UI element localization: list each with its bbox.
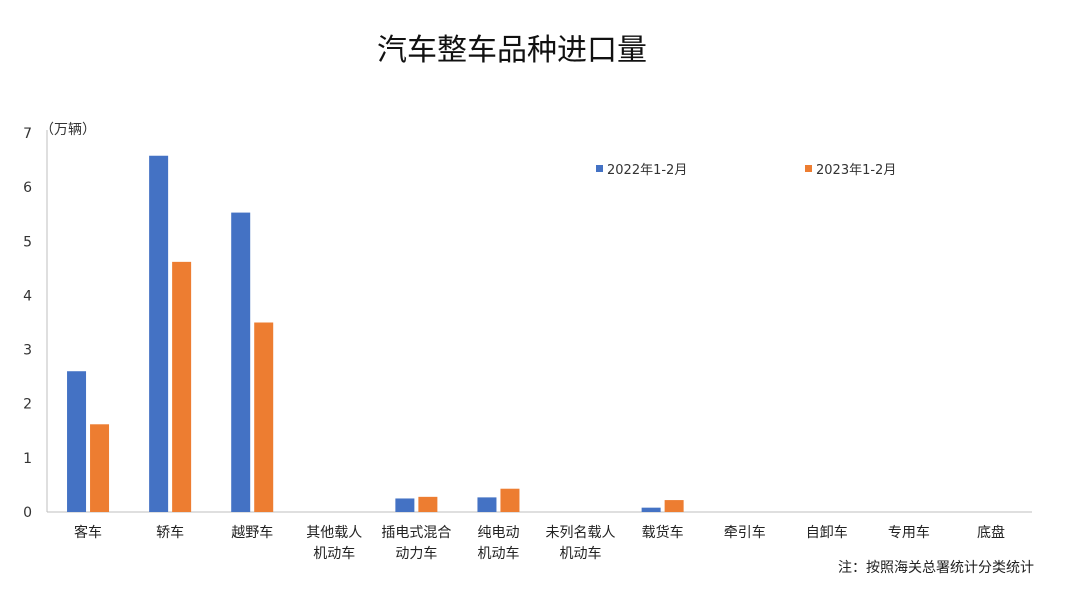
category-label: 动力车 [395, 545, 437, 562]
legend: 2022年1-2月 2023年1-2月 [596, 163, 896, 178]
legend-label: 2023年1-2月 [816, 163, 896, 178]
category-label: 未列名载人 [546, 525, 616, 541]
category-label: 载货车 [642, 524, 684, 541]
bar-series-2023 [254, 322, 274, 512]
bar-series-2023 [172, 261, 192, 512]
y-axis-ticks: 0 1 2 3 4 5 6 7 [23, 126, 32, 521]
y-tick-label: 4 [23, 288, 32, 304]
y-tick-label: 1 [23, 451, 32, 467]
category-label: 其他载人 [306, 525, 362, 541]
category-label: 纯电动 [477, 525, 519, 541]
bar-series-2022 [231, 212, 251, 512]
source-note: 注：按照海关总署统计分类统计 [838, 560, 1034, 576]
y-tick-label: 7 [23, 126, 32, 142]
y-axis-unit-label: （万辆） [40, 122, 96, 138]
bar-groups [67, 155, 684, 513]
y-tick-label: 3 [23, 343, 32, 359]
bar-series-2022 [477, 497, 497, 512]
chart-title: 汽车整车品种进口量 [377, 33, 647, 68]
category-label: 机动车 [477, 545, 519, 562]
category-label: 客车 [74, 524, 102, 541]
bar-series-2023 [664, 500, 684, 512]
category-label: 插电式混合 [381, 525, 451, 541]
legend-item: 2023年1-2月 [805, 163, 896, 178]
bar-group [395, 496, 438, 512]
bar-group [149, 155, 192, 513]
bar-series-2023 [90, 424, 110, 512]
bar-series-2022 [67, 371, 87, 512]
legend-label: 2022年1-2月 [607, 163, 687, 178]
y-tick-label: 5 [23, 234, 32, 250]
category-label: 机动车 [313, 545, 355, 562]
bar-series-2022 [641, 507, 661, 512]
bar-series-2022 [395, 498, 415, 512]
bar-series-2023 [500, 488, 520, 512]
category-label: 专用车 [888, 524, 930, 541]
category-label: 机动车 [560, 545, 602, 562]
y-tick-label: 0 [23, 505, 32, 521]
bar-group [231, 212, 274, 512]
category-label: 牵引车 [724, 524, 766, 541]
y-tick-label: 2 [23, 397, 32, 413]
legend-swatch [596, 165, 603, 172]
legend-swatch [805, 165, 812, 172]
y-tick-label: 6 [23, 180, 32, 196]
bar-group [477, 488, 520, 512]
category-label: 越野车 [231, 524, 273, 541]
bar-series-2023 [418, 496, 438, 512]
category-label: 轿车 [156, 524, 184, 541]
category-label: 底盘 [977, 524, 1005, 541]
bar-group [67, 371, 110, 512]
category-label: 自卸车 [806, 524, 848, 541]
bar-group [641, 500, 684, 512]
legend-item: 2022年1-2月 [596, 163, 687, 178]
bar-series-2022 [149, 155, 169, 513]
